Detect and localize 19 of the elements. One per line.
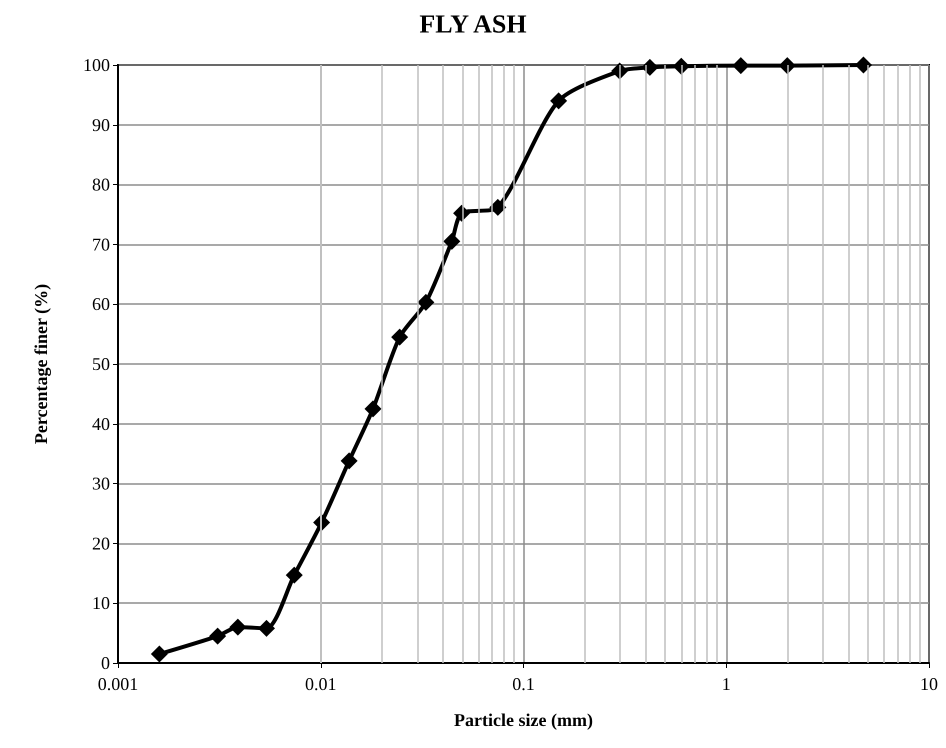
y-tick-label: 60 (92, 294, 110, 314)
y-tick-label: 100 (83, 55, 110, 75)
x-tick-label: 0.001 (98, 674, 138, 694)
y-tick-label: 70 (92, 234, 110, 254)
x-tick-label: 0.01 (305, 674, 336, 694)
x-axis-title: Particle size (mm) (454, 710, 593, 730)
x-tick-label: 0.1 (512, 674, 535, 694)
y-tick-label: 80 (92, 174, 110, 195)
x-tick-label: 10 (920, 674, 938, 694)
y-axis-title: Percentage finer (%) (31, 284, 51, 444)
y-tick-label: 10 (92, 593, 110, 614)
y-tick-label: 20 (92, 533, 110, 554)
y-tick-label: 90 (92, 114, 110, 135)
y-tick-label: 30 (92, 474, 110, 494)
y-tick-label: 50 (92, 354, 110, 374)
x-tick-label: 1 (722, 674, 731, 694)
y-tick-label: 0 (101, 653, 110, 673)
y-tick-label: 40 (92, 414, 110, 434)
chart-title: FLY ASH (419, 10, 527, 38)
